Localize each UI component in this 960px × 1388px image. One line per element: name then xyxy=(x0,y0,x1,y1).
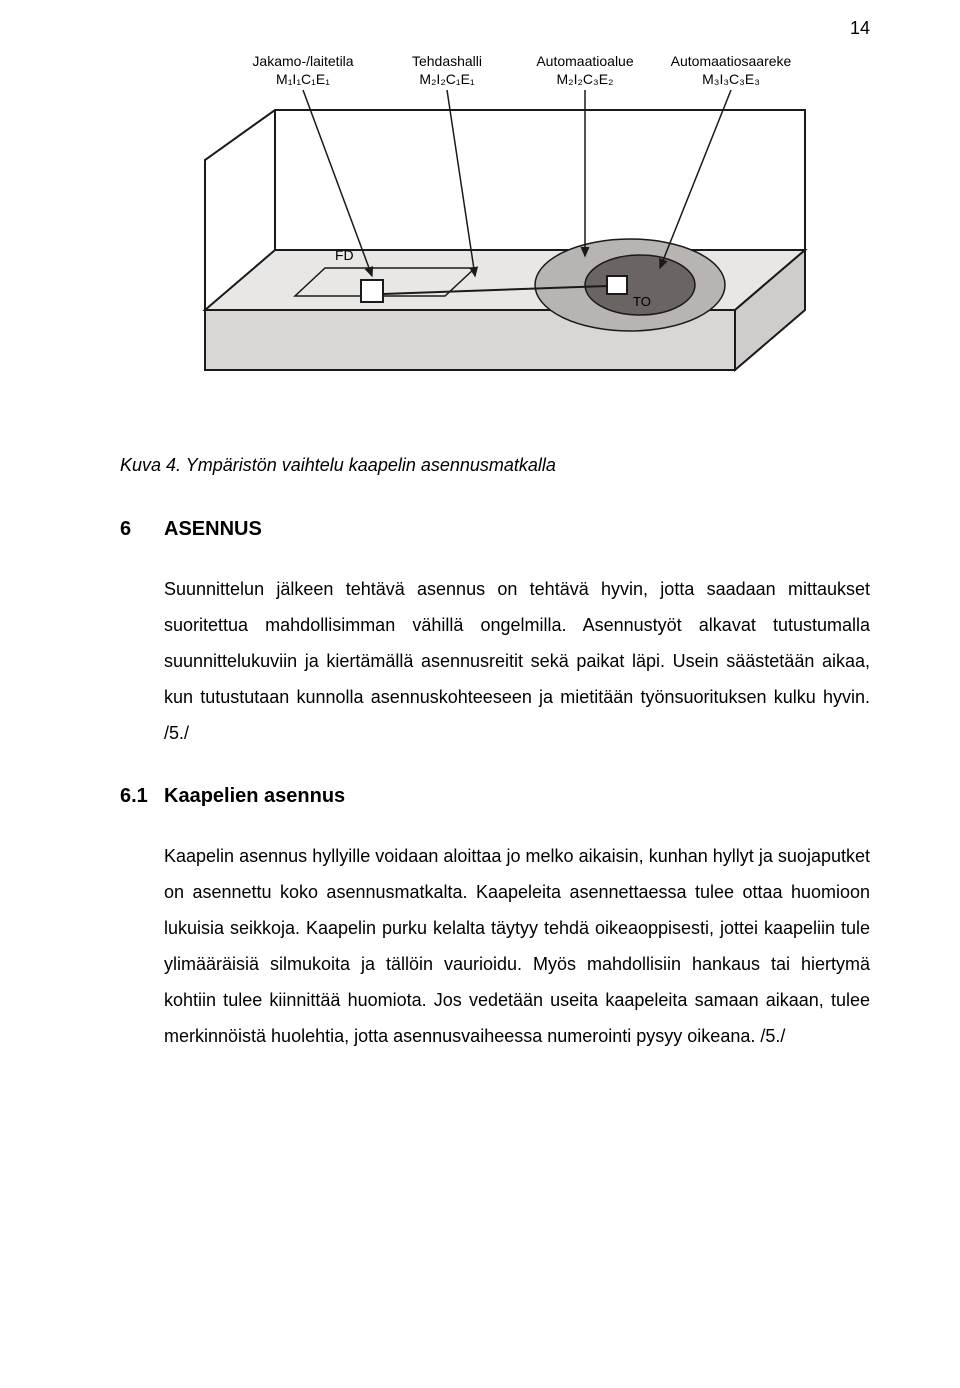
section-paragraph: Suunnittelun jälkeen tehtävä asennus on … xyxy=(164,571,870,751)
to-box xyxy=(607,276,627,294)
fd-box xyxy=(361,280,383,302)
page-number: 14 xyxy=(850,18,870,39)
to-label: TO xyxy=(633,294,651,309)
page: 14 Jakamo-/laitetila M₁I₁C₁E₁ Tehdashall… xyxy=(0,0,960,1128)
subsection-number: 6.1 xyxy=(120,785,164,808)
arrow-2 xyxy=(447,90,475,276)
subsection-heading: 6.1Kaapelien asennus xyxy=(120,785,870,808)
diagram-label-title: Automaatiosaareke xyxy=(671,53,792,69)
section-title: ASENNUS xyxy=(164,518,262,540)
section-number: 6 xyxy=(120,518,164,541)
arrow-4 xyxy=(660,90,731,268)
fd-label: FD xyxy=(335,247,354,263)
subsection-title: Kaapelien asennus xyxy=(164,785,345,807)
diagram-label-title: Tehdashalli xyxy=(412,53,482,69)
subsection-paragraph: Kaapelin asennus hyllyille voidaan aloit… xyxy=(164,838,870,1054)
diagram-label-sub: M₂I₂C₃E₂ xyxy=(556,71,613,87)
section-heading: 6ASENNUS xyxy=(120,518,870,541)
diagram-label-sub: M₃I₃C₃E₃ xyxy=(702,71,760,87)
diagram-svg: Jakamo-/laitetila M₁I₁C₁E₁ Tehdashalli M… xyxy=(175,50,815,420)
figure-caption: Kuva 4. Ympäristön vaihtelu kaapelin ase… xyxy=(120,455,870,476)
diagram-label-sub: M₂I₂C₁E₁ xyxy=(419,71,475,87)
diagram-label-title: Jakamo-/laitetila xyxy=(252,53,353,69)
diagram-label-sub: M₁I₁C₁E₁ xyxy=(276,71,330,87)
diagram: Jakamo-/laitetila M₁I₁C₁E₁ Tehdashalli M… xyxy=(175,50,815,425)
diagram-label-title: Automaatioalue xyxy=(536,53,634,69)
